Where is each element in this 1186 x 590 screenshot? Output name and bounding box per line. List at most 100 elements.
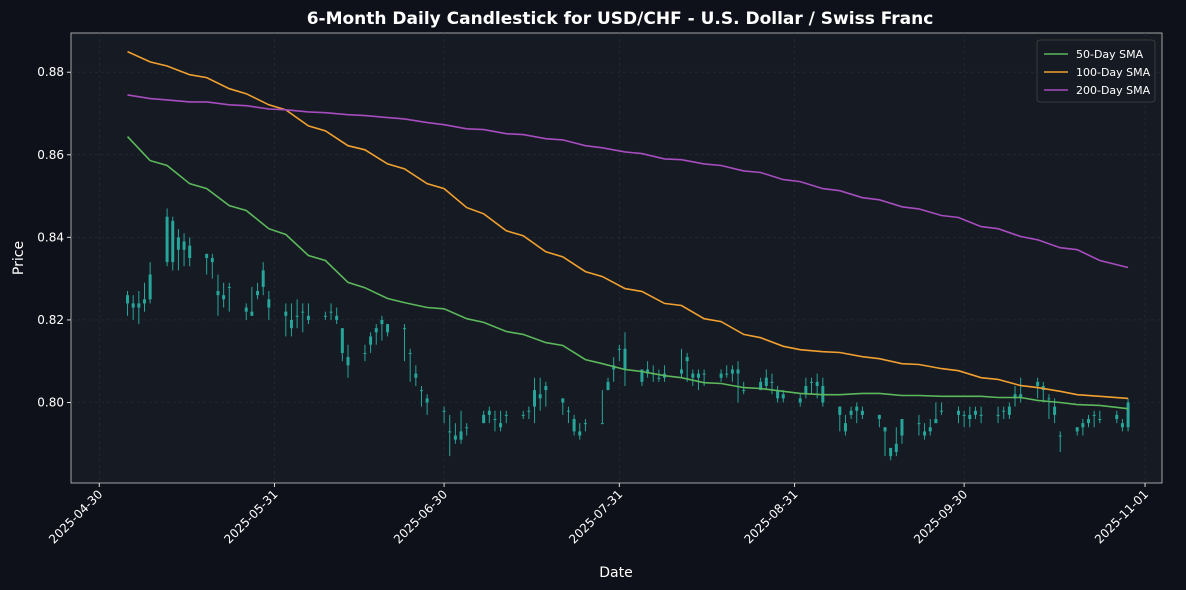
candle-body xyxy=(962,414,966,416)
candle-body xyxy=(521,414,525,416)
candle xyxy=(900,419,904,444)
candle-body xyxy=(210,258,214,263)
candle xyxy=(956,406,960,424)
candle-body xyxy=(176,237,180,250)
candle-body xyxy=(680,369,684,374)
candle xyxy=(691,369,695,386)
candle xyxy=(680,348,684,378)
candle xyxy=(538,377,542,411)
candle-body xyxy=(1120,423,1124,428)
candle xyxy=(487,406,491,424)
candle-body xyxy=(340,328,344,353)
candle xyxy=(810,377,814,395)
candle xyxy=(250,286,254,316)
candle xyxy=(725,365,729,378)
candle-body xyxy=(459,431,463,440)
y-tick-label: 0.80 xyxy=(37,395,64,409)
candle-body xyxy=(408,352,412,354)
candle xyxy=(719,369,723,382)
candle xyxy=(572,414,576,436)
candle xyxy=(776,385,780,403)
candle xyxy=(295,299,299,329)
candle-body xyxy=(1053,406,1057,415)
candle xyxy=(386,324,390,337)
sma-line-50 xyxy=(126,136,1129,410)
candle xyxy=(849,406,853,420)
candle xyxy=(482,410,486,424)
candle xyxy=(165,208,169,267)
candle-body xyxy=(566,410,570,412)
candle xyxy=(685,352,689,382)
candle-body xyxy=(979,414,983,416)
candle xyxy=(323,311,327,320)
candle xyxy=(877,414,881,428)
candle xyxy=(1058,431,1062,453)
candle xyxy=(256,282,260,300)
candle-body xyxy=(623,348,627,370)
candle-body xyxy=(533,390,537,407)
grid xyxy=(71,33,1162,483)
legend-box xyxy=(1036,39,1156,103)
candle xyxy=(1126,398,1130,432)
candle xyxy=(126,291,130,316)
candle xyxy=(306,303,310,325)
candle xyxy=(973,406,977,420)
candle-body xyxy=(222,295,226,300)
legend: 50-Day SMA 100-Day SMA 200-Day SMA xyxy=(1036,39,1156,103)
candle-body xyxy=(815,381,819,386)
candle-body xyxy=(860,410,864,415)
candle-body xyxy=(499,423,503,428)
candle-body xyxy=(583,423,587,425)
candle xyxy=(764,369,768,391)
candle xyxy=(289,303,293,337)
candle-body xyxy=(838,406,842,415)
candle xyxy=(216,274,220,316)
candle xyxy=(838,406,842,432)
candle-body xyxy=(284,311,288,316)
legend-label: 50-Day SMA xyxy=(1076,48,1144,61)
candle-body xyxy=(267,299,271,308)
candle xyxy=(374,324,378,345)
candle-body xyxy=(725,373,729,375)
candle-body xyxy=(419,390,423,392)
candle-body xyxy=(600,423,604,425)
candle-body xyxy=(1002,410,1006,412)
chart-title: 6-Month Daily Candlestick for USD/CHF - … xyxy=(307,9,934,29)
candle xyxy=(301,303,305,333)
candle-body xyxy=(877,414,881,420)
candle-body xyxy=(131,303,135,308)
sma-line-100 xyxy=(127,50,1129,400)
candle xyxy=(142,282,146,312)
candle xyxy=(606,377,610,391)
candle xyxy=(566,406,570,424)
candle-body xyxy=(1007,406,1011,415)
candle xyxy=(442,406,446,424)
candle-body xyxy=(719,373,723,378)
candle-body xyxy=(657,377,661,379)
sma-line-200 xyxy=(127,94,1129,269)
candle xyxy=(380,315,384,341)
candle xyxy=(267,291,271,320)
candle xyxy=(889,447,893,461)
candle xyxy=(425,394,429,415)
candle-body xyxy=(956,410,960,415)
candle-body xyxy=(900,419,904,436)
candle xyxy=(453,423,457,444)
candle-body xyxy=(883,427,887,432)
candle xyxy=(1075,427,1079,436)
candle-body xyxy=(188,245,192,258)
candle xyxy=(996,406,1000,424)
candle-body xyxy=(1058,435,1062,437)
candle-body xyxy=(606,381,610,391)
candle-body xyxy=(301,311,305,313)
candle xyxy=(419,385,423,407)
candle-body xyxy=(227,286,231,288)
candle xyxy=(527,406,531,420)
candle-body xyxy=(374,328,378,333)
candle xyxy=(335,307,339,325)
candle-body xyxy=(685,357,689,362)
candle-body xyxy=(996,414,1000,416)
candle-body xyxy=(295,315,299,317)
candle xyxy=(1002,406,1006,420)
